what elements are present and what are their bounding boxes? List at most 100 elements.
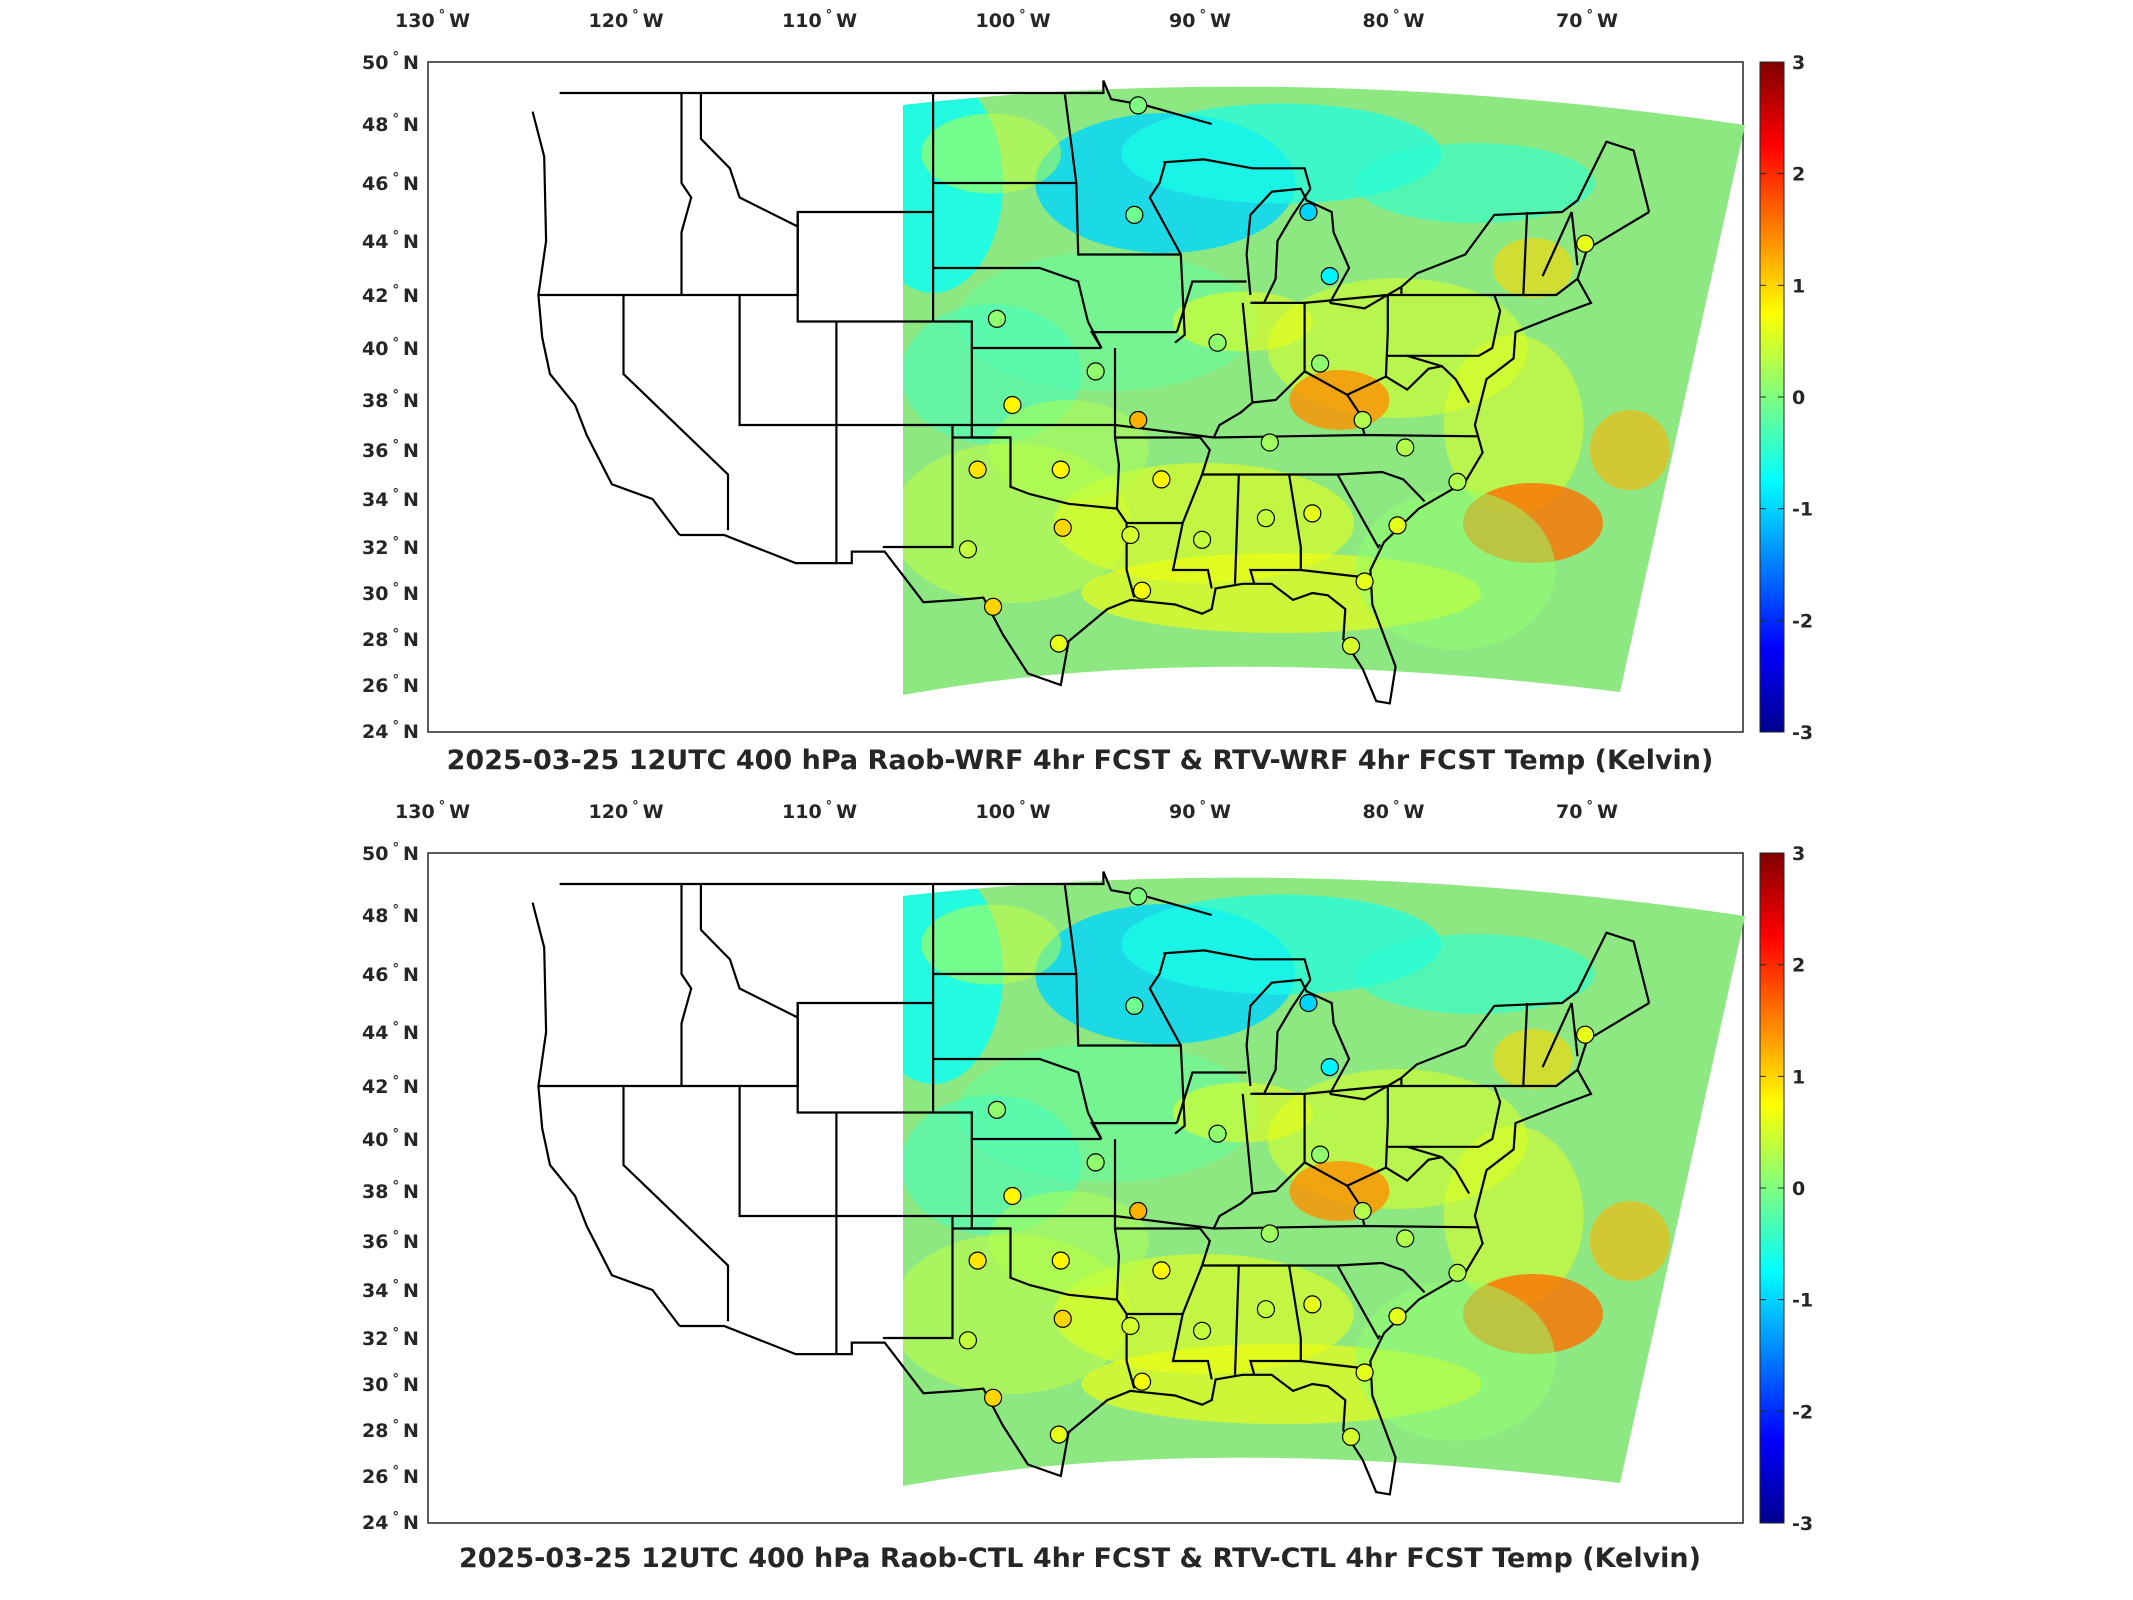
station-marker (1355, 1363, 1374, 1382)
station-marker (1260, 1224, 1279, 1243)
boundary-line (1089, 331, 1177, 349)
boundary-line (1387, 293, 1502, 357)
lat-tick-label: 42 ° N (362, 1074, 419, 1098)
station-marker (1310, 1145, 1330, 1164)
map-figure-bottom: 130 ° W 120 ° W 110 ° W 100 ° W 90 ° W 80 ° W 70 ° W 50 ° N 48 °… (362, 799, 1813, 1535)
colorbar-tick-label: 0 (1792, 387, 1805, 409)
field-anomaly (1492, 238, 1573, 298)
lat-tick-label: 26 ° N (362, 1464, 419, 1488)
boundary-line (1385, 365, 1443, 391)
lat-tick-label: 40 ° N (362, 1127, 419, 1151)
station-marker (1049, 634, 1068, 653)
boundary-line (1406, 354, 1471, 404)
latitude-tick-labels: 50 ° N 48 ° N 46 ° N 44 ° N 42 ° N 40 ° N 38 ° N 36 ° N 34 ° N 32 ° N… (362, 841, 419, 1534)
lat-tick-label: 34 ° N (362, 487, 419, 511)
boundary-line (1336, 473, 1381, 549)
colorbar-tick-label: 0 (1792, 1178, 1805, 1200)
station-marker (1086, 362, 1105, 381)
station-marker (1448, 472, 1467, 491)
field-anomaly (1589, 1201, 1670, 1281)
colorbar-tick-label: -3 (1792, 722, 1813, 744)
boundary-line (1171, 474, 1213, 589)
lon-tick-label: 80 ° W (1363, 8, 1425, 32)
lat-tick-label: 24 ° N (362, 1510, 419, 1534)
field-anomaly (1054, 463, 1354, 583)
field-anomaly (1172, 1082, 1313, 1143)
lat-tick-label: 36 ° N (362, 438, 419, 462)
lon-tick-label: 130 ° W (395, 8, 470, 32)
field-anomaly (1589, 410, 1670, 490)
colorbar-tick-label: 3 (1792, 52, 1805, 74)
lat-tick-label: 46 ° N (362, 171, 419, 195)
raob-stations (958, 96, 1595, 656)
field-anomaly (1492, 1029, 1573, 1089)
station-marker (987, 309, 1007, 328)
boundary-line (1523, 1068, 1579, 1088)
station-marker (1051, 1251, 1070, 1270)
boundary-line (1212, 302, 1254, 438)
station-marker (1192, 530, 1212, 549)
boundary-line (680, 93, 693, 295)
boundary-line (622, 1086, 730, 1322)
lat-tick-label: 46 ° N (362, 962, 419, 986)
station-marker (1310, 354, 1330, 373)
boundary-line (1063, 92, 1186, 344)
colorbar-tick-label: -1 (1792, 499, 1813, 521)
state-boundaries (531, 80, 1651, 705)
field-anomaly (1289, 1161, 1390, 1221)
panel-title: 2025-03-25 12UTC 400 hPa Raob-WRF 4hr FC… (446, 745, 1714, 776)
boundary-line (1245, 187, 1351, 304)
lon-tick-label: 110 ° W (782, 8, 857, 32)
boundary-line (1148, 162, 1182, 256)
lat-tick-label: 44 ° N (362, 229, 419, 253)
lon-tick-label: 70 ° W (1556, 799, 1618, 823)
boundary-line (933, 266, 1103, 349)
station-marker (1208, 1124, 1227, 1143)
panel-title: 2025-03-25 12UTC 400 hPa Raob-CTL 4hr FC… (458, 1543, 1701, 1574)
boundary-line (1063, 883, 1186, 1135)
longitude-tick-labels: 130 ° W 120 ° W 110 ° W 100 ° W 90 ° W 80 ° W 70 ° W (395, 799, 1618, 823)
boundary-line (933, 1057, 1103, 1140)
temperature-field (903, 86, 1745, 695)
boundary-line (1163, 158, 1312, 190)
boundary-line (1233, 1265, 1240, 1375)
map-panel-bottom: 130 ° W 120 ° W 110 ° W 100 ° W 90 ° W 80 ° W 70 ° W 50 ° N 48 °… (0, 791, 2133, 1591)
boundary-line (1570, 211, 1579, 266)
colorbar-tick-label: 1 (1792, 1066, 1805, 1088)
station-marker (1129, 1201, 1148, 1221)
longitude-tick-labels: 130 ° W 120 ° W 110 ° W 100 ° W 90 ° W 80 ° W 70 ° W (395, 8, 1618, 32)
boundary-line (1541, 211, 1573, 277)
lon-tick-label: 110 ° W (782, 799, 857, 823)
boundary-line (1163, 949, 1312, 981)
station-marker (1125, 205, 1144, 224)
station-marker (1003, 1186, 1022, 1206)
boundary-line (1089, 1122, 1177, 1140)
station-marker (958, 540, 978, 559)
station-marker (1299, 993, 1318, 1013)
map-panel-top: 130 ° W 120 ° W 110 ° W 100 ° W 90 ° W 80 ° W 70 ° W 50 ° N 48 °… (362, 8, 1813, 776)
boundary-line (1300, 568, 1361, 578)
field-anomaly (1354, 143, 1595, 223)
station-marker (1121, 1316, 1140, 1336)
station-marker (1260, 433, 1279, 452)
station-marker (1341, 1427, 1361, 1447)
boundary-line (1233, 474, 1240, 584)
map-figure-top: 130 ° W 120 ° W 110 ° W 100 ° W 90 ° W 80 ° W 70 ° W 50 ° N 48 °… (362, 8, 1813, 744)
boundary-line (1245, 978, 1351, 1095)
station-marker (1152, 1261, 1171, 1280)
lat-tick-label: 42 ° N (362, 283, 419, 307)
field-anomaly (921, 113, 1062, 194)
lon-tick-label: 100 ° W (976, 8, 1051, 32)
station-marker (1341, 636, 1361, 656)
lat-tick-label: 32 ° N (362, 1326, 419, 1350)
boundary-line (699, 884, 799, 1019)
station-marker (1003, 395, 1022, 415)
field-anomaly (1443, 335, 1584, 515)
station-marker (1051, 460, 1070, 479)
field-anomaly (1054, 1254, 1354, 1374)
lat-tick-label: 48 ° N (362, 112, 419, 136)
lon-tick-label: 100 ° W (976, 799, 1051, 823)
boundary-line (559, 871, 1212, 917)
lat-tick-label: 24 ° N (362, 719, 419, 743)
colorbar-tick-label: 1 (1792, 275, 1805, 297)
